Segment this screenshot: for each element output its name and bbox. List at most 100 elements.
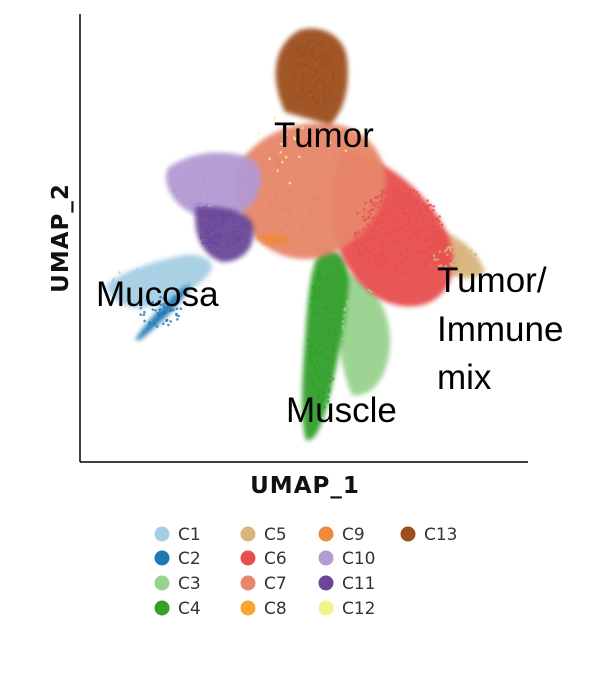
point-c7 <box>264 167 268 171</box>
point-c13 <box>323 84 326 87</box>
point-c3 <box>351 341 355 345</box>
point-c7 <box>326 161 329 165</box>
point-c7 <box>314 147 318 151</box>
point-c13 <box>299 87 303 90</box>
point-c11 <box>218 210 221 213</box>
point-c3 <box>368 301 371 304</box>
point-c7 <box>324 159 328 163</box>
point-c4 <box>318 340 321 344</box>
point-c6 <box>411 228 415 232</box>
legend-item-c7: C7 <box>240 574 287 594</box>
point-c7 <box>321 184 324 187</box>
point-c7 <box>301 161 304 164</box>
point-c10 <box>245 182 249 186</box>
point-c6 <box>396 194 400 197</box>
point-c7 <box>339 147 343 151</box>
point-c6 <box>373 254 376 257</box>
point-c11 <box>218 232 221 235</box>
point-c10 <box>195 203 198 207</box>
point-c11 <box>204 222 207 226</box>
point-c1 <box>143 271 146 274</box>
point-c13 <box>324 99 328 102</box>
point-c13 <box>327 87 331 91</box>
point-c10 <box>206 167 210 171</box>
point-c3 <box>370 357 373 361</box>
point-c7 <box>343 162 347 166</box>
point-c11 <box>207 237 211 241</box>
point-c6 <box>353 234 357 238</box>
point-c10 <box>177 181 180 184</box>
point-c13 <box>299 44 303 48</box>
point-c1 <box>155 276 158 279</box>
point-c9 <box>262 234 266 237</box>
point-c10 <box>216 185 220 188</box>
point-c4 <box>327 387 331 391</box>
point-c7 <box>329 147 333 151</box>
point-c11 <box>222 212 225 215</box>
point-c7 <box>299 175 303 178</box>
point-c2 <box>161 312 165 316</box>
point-c7 <box>280 208 284 211</box>
point-c6 <box>416 199 420 203</box>
point-c6 <box>393 264 397 268</box>
point-c13 <box>309 49 313 52</box>
point-c7 <box>304 192 307 195</box>
point-c6 <box>413 224 417 228</box>
point-c3 <box>375 333 379 336</box>
point-c7 <box>285 197 289 201</box>
point-c7 <box>274 190 278 194</box>
point-c7 <box>337 161 340 165</box>
point-c11 <box>206 214 210 217</box>
point-c3 <box>367 353 371 356</box>
point-c6 <box>373 248 377 252</box>
point-c1 <box>166 287 170 290</box>
point-c5 <box>453 244 456 248</box>
point-c6 <box>426 206 429 209</box>
point-c6 <box>363 208 366 211</box>
point-c2 <box>162 305 166 308</box>
point-c7 <box>268 187 271 191</box>
point-c10 <box>227 176 230 179</box>
point-c1 <box>128 274 131 278</box>
point-c2 <box>143 310 146 314</box>
point-c7 <box>303 179 307 182</box>
point-c7 <box>276 164 279 168</box>
point-c10 <box>221 176 225 180</box>
point-c1 <box>153 287 157 291</box>
point-c7 <box>348 205 352 208</box>
point-c6 <box>405 231 409 234</box>
point-c6 <box>370 239 374 242</box>
point-c4 <box>307 354 311 358</box>
point-c6 <box>393 262 396 266</box>
point-c9 <box>266 239 270 243</box>
cluster-c4-region <box>302 249 349 441</box>
point-c2 <box>167 323 170 327</box>
point-c6 <box>422 203 426 206</box>
point-c3 <box>363 313 367 317</box>
point-c7 <box>298 151 302 154</box>
point-c1 <box>124 292 128 295</box>
point-c10 <box>184 194 187 198</box>
point-c6 <box>408 192 411 195</box>
point-c3 <box>367 288 371 292</box>
point-c6 <box>433 225 436 229</box>
point-c3 <box>373 318 376 322</box>
point-c7 <box>315 140 319 143</box>
point-c13 <box>301 84 304 87</box>
point-c11 <box>200 225 203 229</box>
point-c7 <box>324 145 328 149</box>
point-c7 <box>315 226 318 229</box>
point-c6 <box>437 225 441 229</box>
point-c12 <box>301 126 304 130</box>
point-c6 <box>366 239 369 242</box>
point-c3 <box>373 332 377 335</box>
point-c4 <box>325 377 329 381</box>
point-c10 <box>227 172 231 176</box>
point-c1 <box>156 289 160 293</box>
point-c11 <box>228 246 231 250</box>
point-c7 <box>332 159 336 162</box>
point-c10 <box>214 170 218 174</box>
point-c6 <box>357 231 361 234</box>
point-c5 <box>451 262 454 266</box>
point-c12 <box>283 112 287 116</box>
